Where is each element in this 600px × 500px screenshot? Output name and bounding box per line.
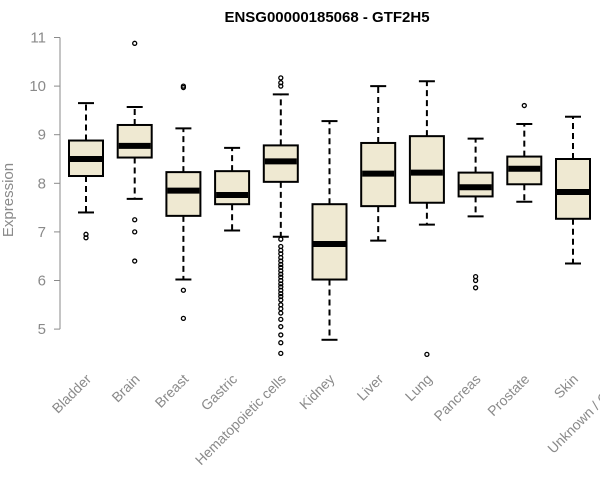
outlier-point <box>278 271 284 277</box>
box-iqr <box>408 135 445 204</box>
box-iqr <box>165 171 202 217</box>
box-brain <box>116 40 153 264</box>
outlier-point <box>278 350 284 357</box>
box-prostate <box>506 102 543 203</box>
outlier-point <box>278 306 284 312</box>
box-iqr <box>116 123 153 159</box>
x-tick-label: Prostate <box>484 371 532 419</box>
outlier-point <box>132 40 138 46</box>
outlier-point <box>278 261 284 268</box>
x-tick-label: Pancreas <box>431 371 484 424</box>
box-gastric <box>214 146 251 232</box>
x-tick-label: Breast <box>152 371 192 411</box>
box-skin <box>555 115 591 265</box>
outlier-point <box>278 236 284 242</box>
chart-title: ENSG00000185068 - GTF2H5 <box>224 9 429 26</box>
outlier-point <box>472 277 479 284</box>
x-tick-label: Brain <box>108 371 142 405</box>
boxes-group <box>68 40 591 358</box>
y-tick-label: 7 <box>38 224 46 241</box>
y-axis: 5 6 7 8 9 10 11 <box>29 30 61 338</box>
box-iqr <box>214 170 251 206</box>
box-bladder <box>68 102 104 241</box>
x-tick-label: Skin <box>551 371 582 402</box>
x-tick-label: Liver <box>354 371 387 404</box>
box-pancreas <box>457 137 494 291</box>
box-hematopoietic-cells <box>262 75 299 357</box>
y-tick-label: 10 <box>29 78 46 95</box>
outlier-point <box>180 287 187 293</box>
x-tick-label: Bladder <box>49 371 95 417</box>
x-tick-label: Kidney <box>296 371 338 413</box>
outlier-point <box>132 217 138 223</box>
outlier-point <box>278 290 284 297</box>
box-kidney <box>311 120 348 341</box>
box-liver <box>360 85 397 242</box>
x-tick-label: Gastric <box>198 371 241 414</box>
y-tick-label: 5 <box>38 321 46 338</box>
outlier-point <box>278 310 284 316</box>
outlier-point <box>180 315 187 322</box>
y-tick-label: 8 <box>38 175 46 192</box>
y-axis-label: Expression <box>0 163 17 237</box>
outlier-point <box>278 324 284 330</box>
box-lung <box>408 80 445 358</box>
outlier-point <box>132 229 138 235</box>
y-tick-label: 6 <box>38 273 46 290</box>
x-tick-label: Hematopoietic cells <box>192 371 289 468</box>
x-tick-label: Lung <box>402 371 435 404</box>
outlier-point <box>278 83 284 89</box>
outlier-point <box>278 316 284 323</box>
y-tick-label: 9 <box>38 127 46 144</box>
y-tick-label: 11 <box>30 30 46 47</box>
outlier-point <box>278 75 284 81</box>
outlier-point <box>424 351 430 358</box>
box-iqr <box>555 158 591 220</box>
outlier-point <box>278 340 284 346</box>
box-breast <box>165 83 202 322</box>
outlier-point <box>278 297 284 303</box>
outlier-point <box>278 332 284 338</box>
outlier-point <box>472 285 479 291</box>
outlier-point <box>180 84 187 91</box>
outlier-point <box>83 231 89 237</box>
outlier-point <box>132 258 138 264</box>
outlier-point <box>278 281 284 287</box>
outlier-point <box>521 102 527 109</box>
